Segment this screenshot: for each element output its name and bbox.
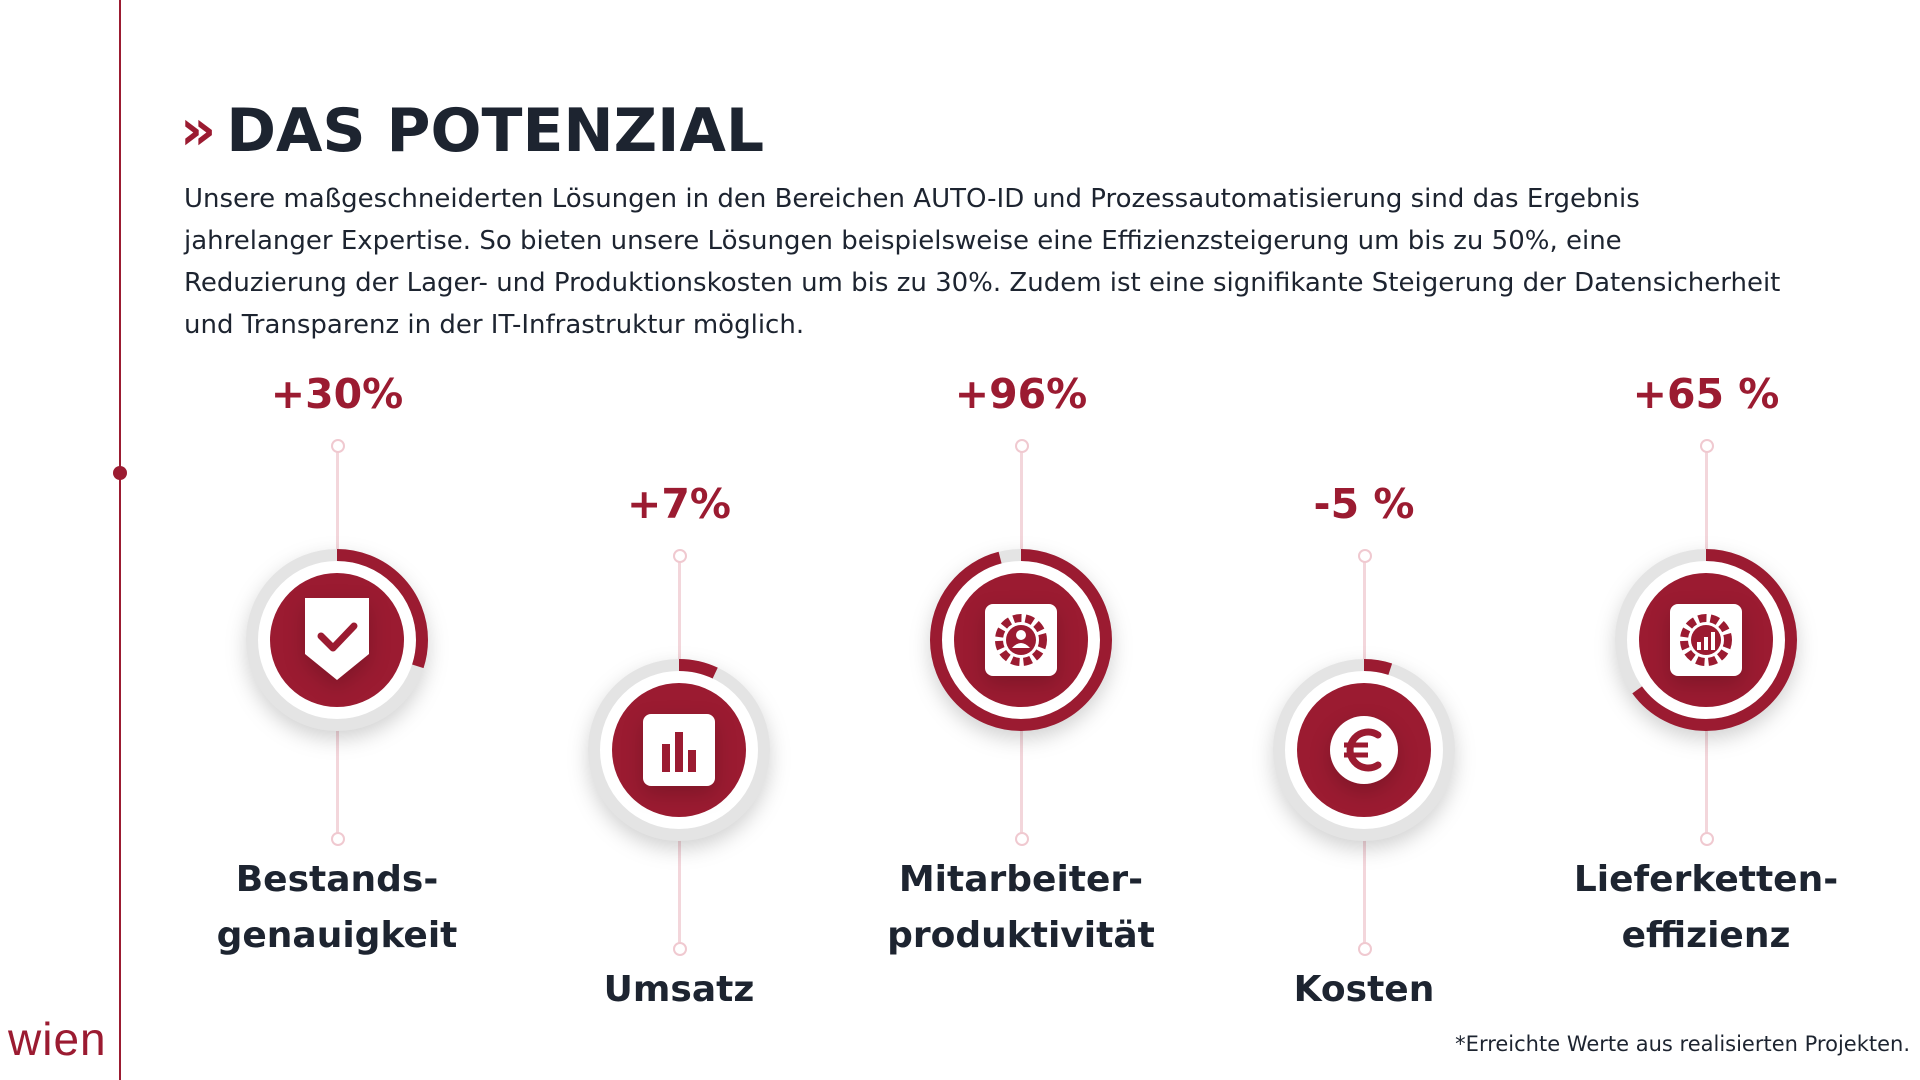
page-title: » DAS POTENZIAL <box>180 96 764 166</box>
brand-logo: wien <box>8 1013 107 1065</box>
metric-value-costs: -5 % <box>1313 480 1415 528</box>
label-line: Umsatz <box>603 969 755 1010</box>
connector-dot-top <box>1358 549 1372 563</box>
title-text: DAS POTENZIAL <box>226 96 765 166</box>
label-line: produktivität <box>887 915 1155 956</box>
ring-progress-supply-chain <box>1615 549 1797 731</box>
label-line: effizienz <box>1621 915 1791 956</box>
side-accent-line <box>119 0 121 1080</box>
connector-dot-top <box>1700 439 1714 453</box>
metric-ring-revenue <box>585 656 773 844</box>
intro-line-4: und Transparenz in der IT-Infrastruktur … <box>184 310 805 340</box>
intro-line-3: Reduzierung der Lager- und Produktionsko… <box>184 268 1781 298</box>
label-line: Mitarbeiter- <box>898 859 1144 900</box>
label-line: genauigkeit <box>216 915 458 956</box>
gear-person-icon <box>985 604 1057 676</box>
metric-value-supply-chain: +65 % <box>1632 370 1780 418</box>
metric-icon-badge <box>270 573 404 707</box>
label-line: Lieferketten- <box>1573 859 1839 900</box>
shield-check-icon <box>305 598 369 680</box>
connector-dot-bottom <box>331 832 345 846</box>
label-line: Kosten <box>1293 969 1435 1010</box>
side-accent-dot <box>113 466 127 480</box>
metric-value-inventory: +30% <box>270 370 404 418</box>
metric-label-inventory: Bestands- genauigkeit <box>177 852 497 964</box>
metric-ring-productivity <box>927 546 1115 734</box>
metric-label-productivity: Mitarbeiter- produktivität <box>861 852 1181 964</box>
metric-icon-badge <box>954 573 1088 707</box>
connector-dot-bottom <box>1015 832 1029 846</box>
intro-line-1: Unsere maßgeschneiderten Lösungen in den… <box>184 184 1640 214</box>
bar-chart-icon <box>643 714 715 786</box>
footnote: *Erreichte Werte aus realisierten Projek… <box>1455 1032 1910 1056</box>
ring-progress-inventory <box>246 549 428 731</box>
connector-dot-top <box>1015 439 1029 453</box>
connector-dot-top <box>673 549 687 563</box>
metric-label-supply-chain: Lieferketten- effizienz <box>1546 852 1866 964</box>
intro-line-2: jahrelanger Expertise. So bieten unsere … <box>184 226 1622 256</box>
connector-dot-top <box>331 439 345 453</box>
intro-paragraph: Unsere maßgeschneiderten Lösungen in den… <box>184 178 1844 346</box>
ring-progress-productivity <box>930 549 1112 731</box>
metric-ring-supply-chain <box>1612 546 1800 734</box>
ring-progress-costs <box>1273 659 1455 841</box>
euro-icon <box>1330 716 1398 784</box>
connector-dot-bottom <box>673 942 687 956</box>
metric-ring-inventory <box>243 546 431 734</box>
chevron-icon: » <box>180 98 217 163</box>
gear-chart-icon <box>1670 604 1742 676</box>
connector-dot-bottom <box>1358 942 1372 956</box>
metric-label-costs: Kosten <box>1204 962 1524 1018</box>
metric-value-productivity: +96% <box>954 370 1088 418</box>
metric-icon-badge <box>1297 683 1431 817</box>
ring-progress-revenue <box>588 659 770 841</box>
metric-ring-costs <box>1270 656 1458 844</box>
metric-label-revenue: Umsatz <box>519 962 839 1018</box>
connector-dot-bottom <box>1700 832 1714 846</box>
label-line: Bestands- <box>235 859 439 900</box>
metric-value-revenue: +7% <box>627 480 731 528</box>
metric-icon-badge <box>1639 573 1773 707</box>
metric-icon-badge <box>612 683 746 817</box>
